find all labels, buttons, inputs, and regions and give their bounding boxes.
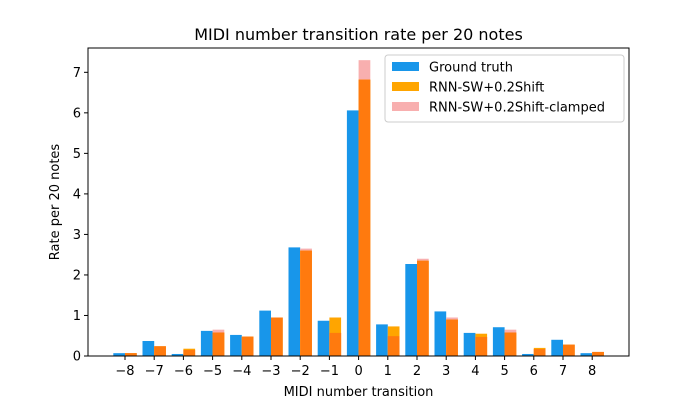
x-tick-label: 3 [442,364,450,379]
bar-overlap [592,351,604,356]
bar-ground-truth [376,324,388,356]
x-tick-label: 4 [471,364,479,379]
bar-ground-truth [522,353,534,356]
bar-overlap [271,317,283,356]
bar-ground-truth [171,353,184,356]
bar-overlap [533,349,546,356]
x-tick-label: 2 [413,364,421,379]
x-tick-label: 0 [354,364,362,379]
bar-ground-truth [551,339,563,356]
chart-title: MIDI number transition rate per 20 notes [194,25,523,44]
y-axis-label: Rate per 20 notes [48,144,63,261]
bar-ground-truth [200,330,213,356]
x-tick-label: −6 [174,364,193,379]
bar-overlap [504,332,517,356]
bar-ground-truth [259,310,271,356]
bar-overlap [358,79,371,356]
bar-ground-truth [463,332,476,356]
legend: Ground truth RNN-SW+0.2Shift RNN-SW+0.2Shi… [384,54,625,123]
bar-overlap [475,336,488,356]
legend-box [384,54,625,123]
legend-swatch [392,82,419,91]
x-axis-label: MIDI number transition [284,385,434,400]
bar-ground-truth [230,334,242,356]
x-tick-label: −4 [232,364,251,379]
bar-overlap [446,319,458,356]
x-tick-label: −3 [261,364,280,379]
legend-swatch [392,102,419,111]
x-axis: −8 −7 −6 −5 −4 −3 −2 −1 0 1 2 3 4 5 6 7 8 [115,356,596,379]
x-tick-label: 1 [384,364,392,379]
legend-label: Ground truth [429,61,513,76]
bar-overlap [387,336,400,356]
bar-ground-truth [405,264,417,356]
y-tick-label: 6 [73,106,81,121]
y-tick-label: 3 [73,228,81,243]
x-tick-label: −2 [291,364,310,379]
x-tick-label: −7 [145,364,164,379]
bar-ground-truth [492,327,505,356]
x-tick-label: 7 [559,364,567,379]
bar-ground-truth [142,341,155,356]
bar-overlap [154,346,166,356]
x-tick-label: 6 [530,364,538,379]
bar-overlap [241,336,254,356]
x-tick-label: −1 [320,364,339,379]
bar-overlap [417,260,429,356]
bar-overlap [212,332,225,356]
bar-ground-truth [580,353,593,356]
x-tick-label: −5 [203,364,222,379]
y-tick-label: 2 [73,268,81,283]
y-axis: 0 1 2 3 4 5 6 7 [73,66,88,365]
legend-label: RNN-SW+0.2Shift-clamped [429,101,605,116]
bar-ground-truth [113,353,125,356]
y-tick-label: 7 [73,66,81,81]
y-tick-label: 0 [73,350,81,365]
y-tick-label: 1 [73,309,81,324]
legend-label: RNN-SW+0.2Shift [429,81,544,96]
y-tick-label: 4 [73,187,81,202]
bar-overlap [329,332,342,356]
bar-ground-truth [317,320,330,356]
x-tick-label: −8 [115,364,134,379]
bar-ground-truth [288,247,301,356]
x-tick-label: 8 [588,364,596,379]
bar-ground-truth [434,311,447,356]
bar-ground-truth [346,110,359,357]
bar-overlap [183,349,196,356]
legend-swatch [392,62,419,71]
bar-overlap [125,353,137,356]
y-tick-label: 5 [73,147,81,162]
bars-group [113,60,604,357]
x-tick-label: 5 [500,364,508,379]
bar-overlap [563,344,575,356]
bar-overlap [300,250,312,356]
